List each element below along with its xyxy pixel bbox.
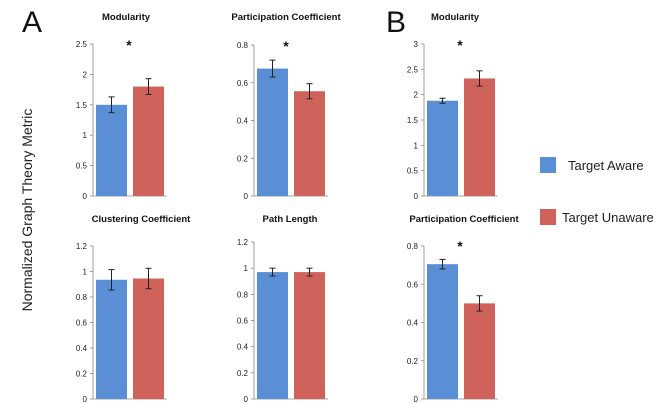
y-tick-label: 0.4 — [407, 319, 419, 328]
y-tick-label: 0.8 — [237, 290, 249, 299]
y-tick-label: 0.2 — [407, 357, 419, 366]
y-tick-label: 3 — [414, 40, 419, 49]
chart-title: Modularity — [102, 12, 151, 23]
bar-aware — [257, 272, 288, 399]
bar-unaware — [464, 78, 495, 196]
significance-star: * — [126, 37, 132, 53]
significance-star: * — [457, 37, 463, 53]
bar-unaware — [294, 91, 325, 196]
panel-letter-a: A — [22, 6, 42, 39]
y-tick-label: 1 — [83, 131, 88, 140]
legend-swatch-unaware — [540, 209, 556, 225]
bar-aware — [427, 100, 458, 196]
bar-aware — [427, 264, 458, 399]
chart-title: Modularity — [431, 12, 480, 23]
y-tick-label: 2.5 — [407, 65, 419, 74]
y-tick-label: 0 — [244, 192, 249, 201]
y-tick-label: 0.2 — [237, 154, 249, 163]
legend-label-aware: Target Aware — [568, 158, 644, 173]
y-tick-label: 0.6 — [407, 280, 419, 289]
y-tick-label: 0.8 — [237, 41, 249, 50]
chart-1: Modularity 0 0.5 1 1.5 2 2.5 * — [76, 12, 167, 201]
chart-2: Participation Coefficient 0 0.2 0.4 0.6 0.8 * — [231, 12, 341, 201]
y-tick-label: 0.8 — [76, 293, 88, 302]
y-tick-label: 1.5 — [407, 116, 419, 125]
y-tick-label: 0 — [83, 395, 88, 404]
y-tick-label: 0.5 — [76, 162, 88, 171]
y-tick-label: 1 — [244, 264, 249, 273]
bar-unaware — [464, 303, 495, 399]
bar-aware — [257, 68, 288, 196]
y-tick-label: 2 — [83, 70, 88, 79]
y-tick-label: 0.5 — [407, 167, 419, 176]
y-tick-label: 1.2 — [237, 238, 249, 247]
bar-unaware — [294, 272, 325, 399]
y-tick-label: 1 — [83, 268, 88, 277]
bar-unaware — [133, 86, 164, 196]
legend-label-unaware: Target Unaware — [562, 210, 654, 225]
significance-star: * — [283, 38, 289, 54]
y-tick-label: 0.8 — [407, 242, 419, 251]
y-tick-label: 0 — [83, 192, 88, 201]
bar-aware — [96, 279, 127, 399]
y-tick-label: 0.2 — [76, 370, 88, 379]
y-tick-label: 0 — [414, 192, 419, 201]
y-tick-label: 0.6 — [237, 317, 249, 326]
y-tick-label: 1 — [414, 141, 419, 150]
y-axis-label: Normalized Graph Theory Metric — [19, 109, 35, 312]
chart-5: Modularity 0 0.5 1 1.5 2 2.5 3 * — [407, 12, 498, 201]
chart-title: Participation Coefficient — [231, 12, 341, 23]
legend: Target Aware Target Unaware — [540, 157, 654, 225]
y-tick-label: 0.6 — [76, 319, 88, 328]
y-tick-label: 0.2 — [237, 369, 249, 378]
y-tick-label: 0.4 — [237, 343, 249, 352]
y-tick-label: 0.6 — [237, 79, 249, 88]
chart-title: Path Length — [263, 214, 318, 225]
bar-unaware — [133, 278, 164, 399]
legend-swatch-aware — [540, 157, 556, 173]
panel-letter-b: B — [386, 6, 406, 39]
chart-4: Path Length 0 0.2 0.4 0.6 0.8 1 1.2 — [237, 214, 328, 404]
significance-star: * — [457, 238, 463, 254]
y-tick-label: 1.5 — [76, 101, 88, 110]
y-tick-label: 0.4 — [76, 344, 88, 353]
y-tick-label: 2 — [414, 91, 419, 100]
chart-title: Participation Coefficient — [409, 214, 519, 225]
y-tick-label: 0.4 — [237, 117, 249, 126]
y-tick-label: 0 — [414, 395, 419, 404]
chart-6: Participation Coefficient 0 0.2 0.4 0.6 0.8 * — [407, 214, 520, 404]
y-tick-label: 1.2 — [76, 242, 88, 251]
chart-3: Clustering Coefficient 0 0.2 0.4 0.6 0.8 1 1.2 — [76, 214, 191, 404]
chart-title: Clustering Coefficient — [92, 214, 192, 225]
y-tick-label: 0 — [244, 395, 249, 404]
y-tick-label: 2.5 — [76, 40, 88, 49]
bar-aware — [96, 104, 127, 196]
